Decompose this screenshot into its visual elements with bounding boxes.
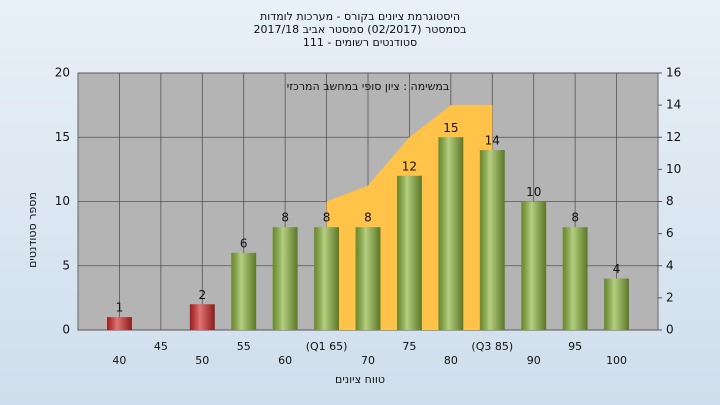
y2-tick-label: 2 [666, 290, 674, 304]
value-label: 8 [323, 211, 331, 225]
bar-shade [107, 317, 132, 330]
bar-shade [355, 227, 381, 330]
value-label: 6 [240, 236, 248, 250]
bar-shade [521, 201, 547, 330]
y2-tick-label: 8 [666, 194, 674, 208]
value-label: 8 [281, 211, 289, 225]
x-tick-label: 80 [444, 354, 458, 367]
bar-shade [272, 227, 298, 330]
value-label: 12 [402, 159, 417, 173]
y2-tick-label: 6 [666, 226, 674, 240]
bar-shade [189, 304, 215, 330]
title-line: היסטוגרמת ציונים בקורס - מערכות לומדות [260, 10, 460, 23]
y2-tick-label: 12 [666, 130, 681, 144]
bar-shade [562, 227, 588, 330]
bar-shade [397, 175, 422, 330]
bar-shade [438, 137, 464, 330]
x-tick-label: 100 [606, 354, 627, 367]
y-tick-label: 0 [62, 323, 70, 337]
y-tick-label: 10 [55, 194, 70, 208]
value-label: 14 [485, 134, 500, 148]
y2-tick-label: 0 [666, 323, 674, 337]
x-tick-label: 50 [195, 354, 209, 367]
title-line: בסמסטר (02/2017) סמסטר אביב 2017/18 [253, 23, 466, 36]
value-label: 2 [198, 288, 206, 302]
y2-tick-label: 16 [666, 66, 681, 80]
value-label: 4 [613, 262, 621, 276]
value-label: 15 [443, 121, 458, 135]
value-label: 8 [364, 211, 372, 225]
x-tick-label: 75 [402, 340, 416, 353]
value-label: 10 [526, 185, 541, 199]
x-tick-label: 45 [154, 340, 168, 353]
bar-shade [314, 227, 339, 330]
x-tick-label: 60 [278, 354, 292, 367]
x-tick-label: (Q3 85) [471, 340, 513, 353]
y-axis-label: מספר סטודנטים [26, 192, 39, 268]
x-tick-label: 70 [361, 354, 375, 367]
x-tick-label: 95 [568, 340, 582, 353]
x-tick-label: 90 [527, 354, 541, 367]
bar-shade [479, 150, 505, 330]
x-tick-label: 55 [237, 340, 251, 353]
value-label: 8 [571, 211, 579, 225]
value-label: 1 [116, 301, 124, 315]
annotation: במשימה : ציון סופי במחשב המרכזי [287, 80, 450, 93]
y2-tick-label: 4 [666, 258, 674, 272]
y2-tick-label: 14 [666, 98, 681, 112]
y2-tick-label: 10 [666, 162, 681, 176]
bar-shade [231, 252, 257, 330]
title-line: סטודנטים רשומים - 111 [303, 36, 417, 49]
y-tick-label: 5 [62, 258, 70, 272]
y-tick-label: 15 [55, 130, 70, 144]
bar-shade [604, 278, 629, 330]
x-axis-label: טווח ציונים [335, 373, 385, 386]
y-tick-label: 20 [55, 66, 70, 80]
x-tick-label: (Q1 65) [306, 340, 348, 353]
x-tick-label: 40 [112, 354, 126, 367]
